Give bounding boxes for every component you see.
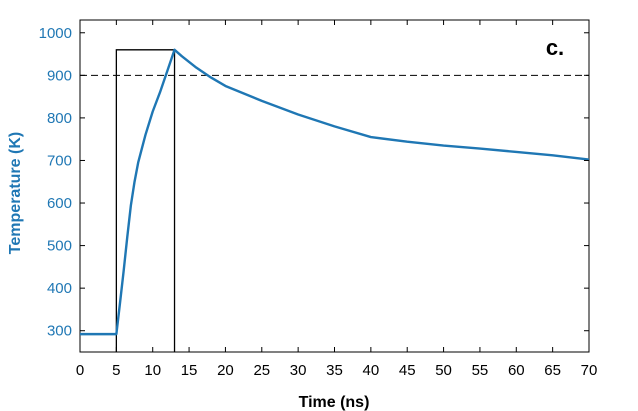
x-tick-label: 60	[508, 362, 525, 379]
temperature-line	[80, 48, 590, 336]
x-tick-label: 0	[76, 362, 84, 379]
y-tick-label: 500	[47, 238, 72, 255]
x-tick-label: 10	[144, 362, 161, 379]
plot-area	[79, 19, 590, 353]
x-tick-label: 40	[363, 362, 380, 379]
y-axis-title: Temperature (K)	[7, 132, 24, 254]
x-tick-label: 20	[217, 362, 234, 379]
y-tick-label: 400	[47, 280, 72, 297]
x-tick-label: 25	[253, 362, 270, 379]
x-tick-label: 70	[581, 362, 598, 379]
y-tick-label: 300	[47, 323, 72, 340]
y-tick-label: 600	[47, 195, 72, 212]
x-axis-title: Time (ns)	[299, 394, 370, 411]
plot-frame	[79, 19, 590, 353]
panel-label: c.	[546, 35, 564, 60]
y-tick-label: 700	[47, 152, 72, 169]
x-tick-label: 35	[326, 362, 343, 379]
x-axis-ticks: 0 5 10 15 20 25 30 35 40 45 50 55 60 65 70	[76, 20, 598, 379]
x-tick-label: 65	[544, 362, 561, 379]
x-tick-label: 45	[399, 362, 416, 379]
pulse-box	[115, 49, 176, 352]
y-axis-ticks: 300 400 500 600 700 800 900 1000	[39, 25, 589, 340]
y-tick-label: 900	[47, 67, 72, 84]
chart-marks	[80, 48, 590, 352]
y-tick-label: 1000	[39, 25, 72, 42]
y-tick-label: 800	[47, 110, 72, 127]
x-tick-label: 5	[112, 362, 120, 379]
x-tick-label: 30	[290, 362, 307, 379]
x-tick-label: 15	[181, 362, 198, 379]
x-tick-label: 55	[472, 362, 489, 379]
x-tick-label: 50	[435, 362, 452, 379]
